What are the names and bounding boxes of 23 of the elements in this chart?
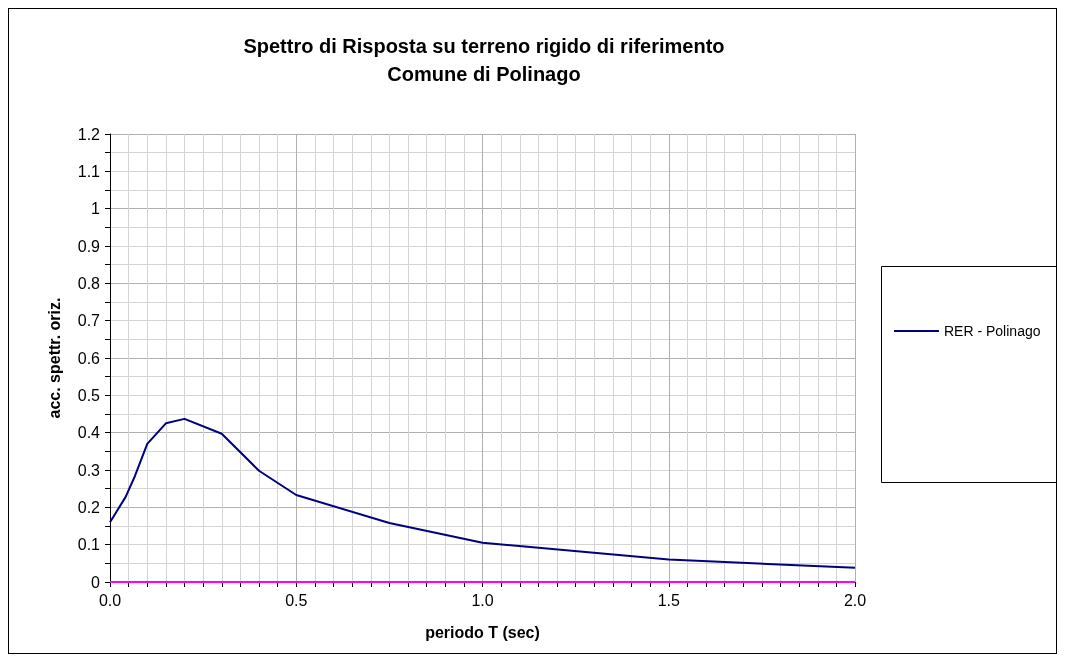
y-tick-label: 0.1: [77, 536, 101, 554]
y-tick-label: 1.2: [77, 125, 101, 143]
y-tick-label: 0.3: [77, 461, 101, 479]
y-axis-title: acc. spettr. oriz.: [45, 297, 63, 419]
y-tick-label: 1.1: [77, 162, 101, 180]
y-tick-label: 1: [91, 200, 101, 218]
y-tick-label: 0.5: [77, 386, 101, 404]
y-tick-label: 0.9: [77, 237, 101, 255]
line-series: [109, 417, 856, 569]
chart-title: Spettro di Risposta su terreno rigido di riferimento Comune di Polinago: [243, 35, 725, 85]
y-tick-label: 0: [91, 573, 101, 591]
x-tick-label: 1.5: [657, 591, 680, 609]
x-axis-title: periodo T (sec): [425, 623, 540, 641]
x-tick-label: 1.0: [471, 591, 494, 609]
y-tick-label: 0.6: [77, 349, 101, 367]
y-tick-label: 0.2: [77, 498, 101, 516]
y-tick-label: 0.8: [77, 274, 101, 292]
x-tick-label: 2.0: [843, 591, 867, 609]
legend-label: RER - Polinago: [944, 323, 1041, 339]
y-tick-label: 0.7: [77, 312, 101, 330]
x-tick-label: 0.0: [98, 591, 122, 609]
y-tick-label: 0.4: [77, 424, 101, 442]
x-tick-label: 0.5: [285, 591, 308, 609]
